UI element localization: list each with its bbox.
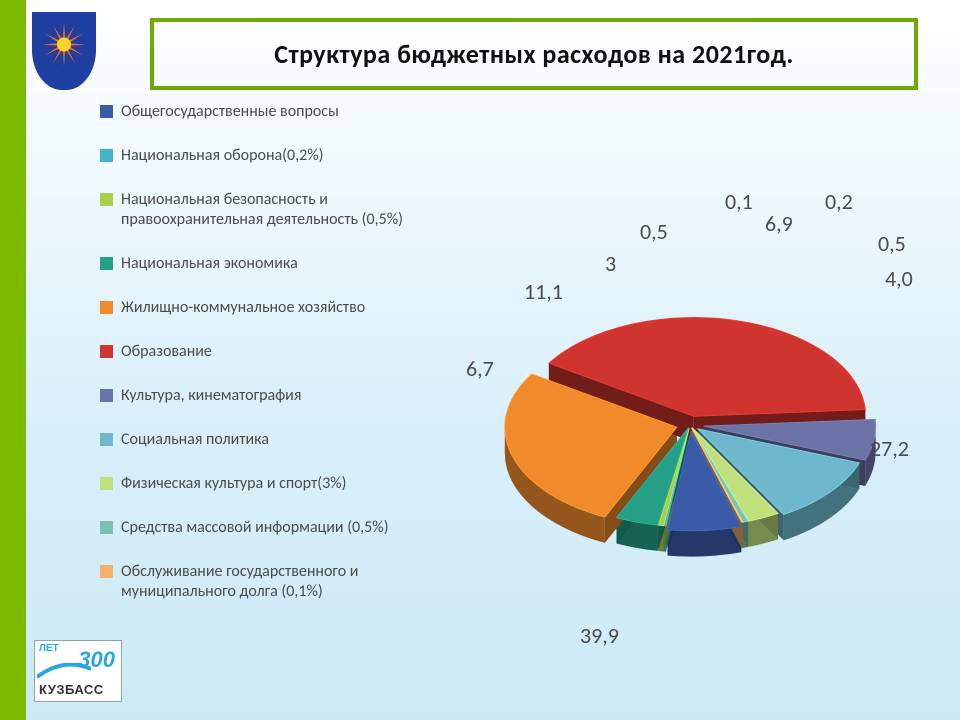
data-label: 11,1 <box>524 278 563 305</box>
data-label: 3 <box>605 250 616 277</box>
footer-logo-swoosh-icon <box>37 663 91 679</box>
data-label: 6,7 <box>466 355 494 382</box>
legend-item: Культура, кинематография <box>100 386 430 406</box>
legend-swatch <box>100 521 113 534</box>
chart-legend: Общегосударственные вопросы Национальная … <box>100 102 430 626</box>
legend-label: Физическая культура и спорт(3%) <box>121 474 346 494</box>
data-label: 0,2 <box>825 188 853 215</box>
legend-label: Национальная экономика <box>121 254 298 274</box>
legend-swatch <box>100 345 113 358</box>
legend-label: Обслуживание государственного и муниципа… <box>121 562 430 602</box>
legend-item: Средства массовой информации (0,5%) <box>100 518 430 538</box>
legend-label: Жилищно-коммунальное хозяйство <box>121 298 365 318</box>
legend-item: Национальная безопасность и правоохранит… <box>100 190 430 230</box>
legend-swatch <box>100 433 113 446</box>
legend-label: Общегосударственные вопросы <box>121 102 339 122</box>
footer-logo-bottomtext: КУЗБАСС <box>39 682 104 697</box>
legend-swatch <box>100 301 113 314</box>
legend-label: Образование <box>121 342 212 362</box>
legend-item: Социальная политика <box>100 430 430 450</box>
legend-swatch <box>100 565 113 578</box>
legend-label: Социальная политика <box>121 430 269 450</box>
emblem-logo <box>32 12 96 90</box>
legend-item: Образование <box>100 342 430 362</box>
legend-swatch <box>100 105 113 118</box>
emblem-sun-icon <box>40 21 88 69</box>
legend-label: Национальная безопасность и правоохранит… <box>121 190 430 230</box>
data-label: 27,2 <box>870 435 909 462</box>
data-label: 39,9 <box>580 622 619 649</box>
legend-item: Физическая культура и спорт(3%) <box>100 474 430 494</box>
data-label: 0,1 <box>725 188 753 215</box>
data-label: 6,9 <box>765 210 793 237</box>
legend-item: Общегосударственные вопросы <box>100 102 430 122</box>
data-label: 0,5 <box>878 230 906 257</box>
legend-item: Национальная оборона(0,2%) <box>100 146 430 166</box>
data-label: 0,5 <box>640 218 668 245</box>
footer-logo-toptext: ЛЕТ <box>39 643 59 654</box>
legend-swatch <box>100 389 113 402</box>
legend-item: Жилищно-коммунальное хозяйство <box>100 298 430 318</box>
data-label: 4,0 <box>885 265 913 292</box>
legend-swatch <box>100 257 113 270</box>
left-accent-bar <box>0 0 26 720</box>
legend-label: Средства массовой информации (0,5%) <box>121 518 389 538</box>
legend-swatch <box>100 477 113 490</box>
footer-logo-kuzbass: ЛЕТ 300 КУЗБАСС <box>34 640 122 702</box>
page-title: Структура бюджетных расходов на 2021год. <box>274 38 794 70</box>
legend-item: Обслуживание государственного и муниципа… <box>100 562 430 602</box>
legend-item: Национальная экономика <box>100 254 430 274</box>
title-box: Структура бюджетных расходов на 2021год. <box>150 18 918 90</box>
legend-label: Национальная оборона(0,2%) <box>121 146 324 166</box>
legend-label: Культура, кинематография <box>121 386 301 406</box>
pie-chart: 0,10,5311,16,739,927,24,00,50,26,9 <box>440 210 940 640</box>
legend-swatch <box>100 149 113 162</box>
legend-swatch <box>100 193 113 206</box>
